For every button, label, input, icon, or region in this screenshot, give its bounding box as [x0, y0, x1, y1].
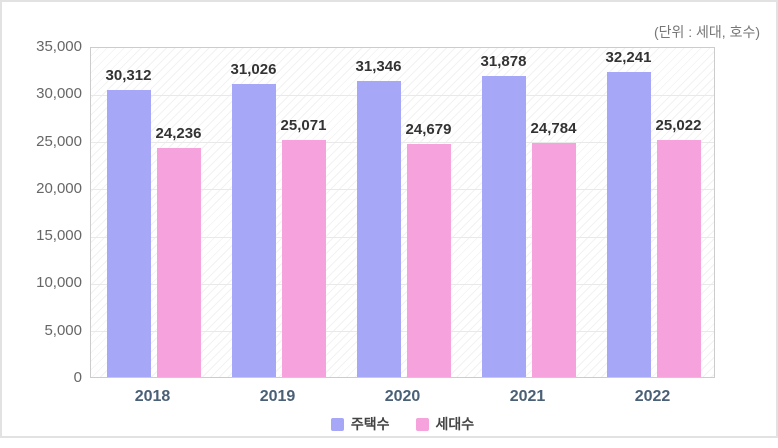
legend-item-세대수: 세대수 — [415, 414, 475, 434]
gridline — [91, 142, 714, 144]
legend-swatch-icon — [330, 417, 344, 431]
bar-value-label: 25,022 — [655, 117, 702, 135]
y-axis-tick-label: 35,000 — [36, 38, 82, 55]
gridline — [91, 236, 714, 238]
bar-value-label: 31,878 — [480, 52, 527, 70]
y-axis-tick-label: 10,000 — [36, 274, 82, 292]
y-axis-tick-label: 30,000 — [36, 85, 82, 103]
bar-value-label: 24,236 — [155, 124, 202, 142]
legend-swatch-icon — [415, 417, 429, 431]
bar-세대수-2020 — [406, 143, 451, 377]
x-axis-tick-label: 2022 — [634, 388, 671, 405]
bar-value-label: 31,346 — [355, 57, 402, 75]
bar-주택수-2018 — [106, 90, 151, 377]
bar-value-label: 31,026 — [230, 60, 277, 78]
bar-value-label: 25,071 — [280, 116, 327, 134]
gridline — [91, 331, 714, 333]
bar-주택수-2020 — [356, 80, 401, 377]
legend: 주택수 세대수 — [90, 414, 715, 434]
gridline — [91, 189, 714, 191]
y-axis-tick-label: 5,000 — [44, 321, 82, 339]
bar-세대수-2022 — [656, 140, 701, 377]
gridline — [91, 94, 714, 96]
bar-세대수-2018 — [156, 147, 201, 377]
bar-주택수-2019 — [231, 83, 276, 377]
y-axis-tick-label: 15,000 — [36, 227, 82, 245]
legend-label: 주택수 — [350, 416, 390, 432]
x-axis-tick-label: 2019 — [259, 388, 296, 405]
x-axis-tick-label: 2021 — [509, 388, 546, 405]
gridline — [91, 283, 714, 285]
x-axis-tick-label: 2018 — [134, 388, 171, 405]
unit-label: (단위 : 세대, 호수) — [653, 24, 760, 40]
x-axis-tick-label: 2020 — [384, 388, 421, 405]
bar-주택수-2021 — [481, 75, 526, 377]
bar-value-label: 30,312 — [105, 67, 152, 85]
y-axis-tick-label: 20,000 — [36, 179, 82, 197]
bar-세대수-2019 — [281, 139, 326, 377]
legend-label: 세대수 — [435, 416, 475, 432]
plot-area: 30,312 24,236 31,026 25,071 31,346 24,679 31,8… — [90, 47, 715, 378]
bar-세대수-2021 — [531, 142, 576, 377]
bar-value-label: 24,679 — [405, 120, 452, 138]
y-axis-tick-label: 0 — [73, 369, 82, 386]
bar-value-label: 32,241 — [605, 49, 652, 67]
y-axis-tick-label: 25,000 — [36, 132, 82, 150]
chart-panel: (단위 : 세대, 호수) 30,312 24,236 31,026 25,071 31… — [0, 0, 778, 438]
bar-value-label: 24,784 — [530, 119, 577, 137]
bar-주택수-2022 — [606, 72, 651, 377]
legend-item-주택수: 주택수 — [330, 414, 390, 434]
